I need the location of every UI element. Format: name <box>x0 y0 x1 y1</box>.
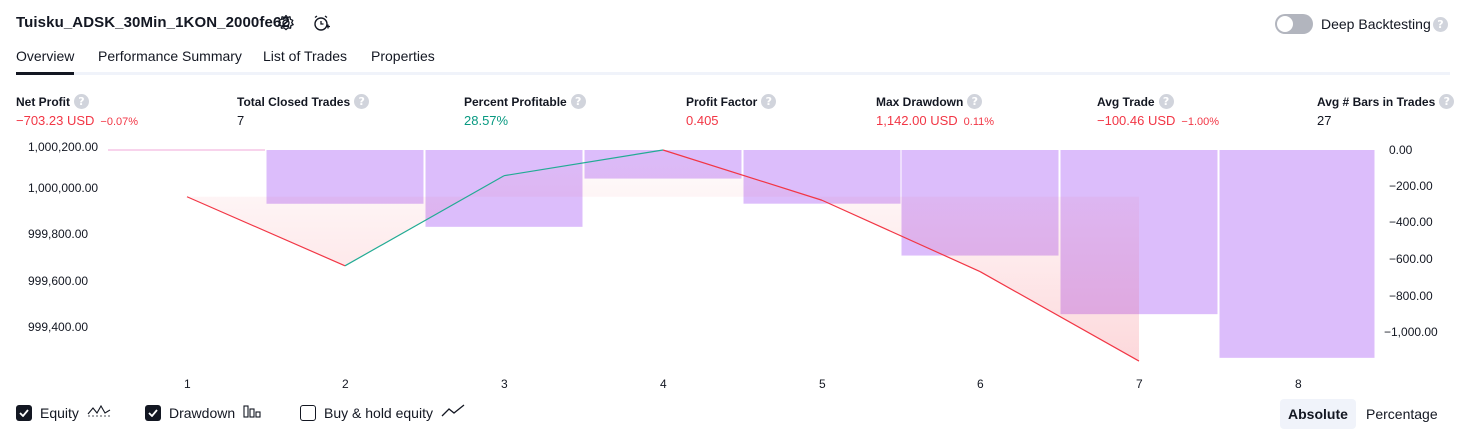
x-axis-tick: 1 <box>184 377 191 391</box>
metric-value-text: 0.405 <box>686 113 719 128</box>
gear-icon[interactable] <box>276 13 296 33</box>
metric-percent: −0.07% <box>100 116 139 128</box>
legend-drawdown-label: Drawdown <box>169 404 236 421</box>
x-axis-tick: 7 <box>1136 377 1143 391</box>
help-icon[interactable]: ? <box>1433 17 1448 32</box>
tab-overview[interactable]: Overview <box>16 48 75 75</box>
toggle-knob <box>1277 16 1293 32</box>
left-axis-tick: 999,800.00 <box>28 227 89 241</box>
metric-label: Total Closed Trades? <box>237 94 370 109</box>
help-icon[interactable]: ? <box>74 94 89 109</box>
left-axis-tick: 999,400.00 <box>28 320 89 334</box>
legend-buy-hold-label: Buy & hold equity <box>324 404 433 421</box>
metric-label: Profit Factor? <box>686 94 777 109</box>
tab-performance-summary[interactable]: Performance Summary <box>98 48 242 64</box>
equity-line <box>108 149 1140 362</box>
buy-hold-line-icon <box>441 404 465 421</box>
help-icon[interactable]: ? <box>761 94 777 109</box>
right-axis-tick: −200.00 <box>1389 179 1433 193</box>
metric-percent: 0.11% <box>963 116 995 128</box>
equity-checkbox[interactable] <box>16 404 32 421</box>
metric-label-text: Total Closed Trades <box>237 94 351 109</box>
legend-equity-label: Equity <box>40 404 79 421</box>
right-axis-tick: −400.00 <box>1389 215 1433 229</box>
right-axis-tick: 0.00 <box>1389 143 1413 157</box>
drawdown-bar <box>266 150 424 204</box>
metric-percent: −1.00% <box>1181 116 1220 128</box>
strategy-title: Tuisku_ADSK_30Min_1KON_2000fe62 <box>16 14 290 31</box>
right-axis-tick: −600.00 <box>1389 252 1433 266</box>
deep-backtesting-toggle[interactable] <box>1275 14 1313 34</box>
metric-label-text: Percent Profitable <box>464 94 567 109</box>
x-axis-tick: 3 <box>501 377 508 391</box>
legend-buy-hold[interactable]: Buy & hold equity <box>300 404 465 421</box>
help-icon[interactable]: ? <box>1158 94 1174 109</box>
tab-properties[interactable]: Properties <box>371 48 435 64</box>
equity-segment <box>979 271 1140 362</box>
equity-segment <box>821 199 981 273</box>
metric-value: 27 <box>1317 113 1331 128</box>
drawdown-bars-icon <box>243 404 261 421</box>
equity-segment <box>186 196 346 267</box>
right-axis-tick: −1,000.00 <box>1384 325 1438 339</box>
x-axis-tick: 2 <box>342 377 349 391</box>
buy-hold-checkbox[interactable] <box>300 404 316 421</box>
metric-label-text: Net Profit <box>16 94 70 109</box>
metric-value-text: 27 <box>1317 113 1332 128</box>
metric-label-text: Profit Factor <box>686 94 758 109</box>
metric-value: 28.57% <box>464 113 508 128</box>
equity-area <box>187 150 1139 362</box>
right-axis-tick: −800.00 <box>1389 289 1433 303</box>
alarm-clock-plus-icon[interactable] <box>311 13 331 33</box>
equity-segment <box>344 175 505 267</box>
metric-value: −100.46 USD −1.00% <box>1097 113 1219 128</box>
metric-value-text: 7 <box>237 113 245 128</box>
left-axis-tick: 1,000,200.00 <box>28 140 99 154</box>
metric-value-text: −100.46 USD <box>1097 113 1176 128</box>
tab-bar: Overview Performance Summary List of Tra… <box>0 48 1466 76</box>
metric-label: Avg Trade? <box>1097 94 1174 109</box>
equity-segment <box>662 149 823 201</box>
metric-value: 7 <box>237 113 244 128</box>
metric-value: 0.405 <box>686 113 719 128</box>
percentage-button[interactable]: Percentage <box>1366 406 1438 422</box>
tab-list-of-trades[interactable]: List of Trades <box>263 48 348 64</box>
metric-value-text: −703.23 USD <box>16 113 95 128</box>
absolute-button[interactable]: Absolute <box>1280 399 1356 429</box>
metric-value-text: 1,142.00 USD <box>876 113 958 128</box>
metric-label: Avg # Bars in Trades? <box>1317 94 1455 109</box>
metric-label: Max Drawdown? <box>876 94 983 109</box>
help-icon[interactable]: ? <box>570 94 586 109</box>
metric-label: Net Profit? <box>16 94 89 109</box>
legend-drawdown[interactable]: Drawdown <box>145 404 261 421</box>
equity-line-icon <box>87 404 111 421</box>
metric-label-text: Avg # Bars in Trades <box>1317 94 1436 109</box>
x-axis-tick: 6 <box>977 377 984 391</box>
drawdown-bar <box>1219 150 1375 358</box>
x-axis-tick: 4 <box>660 377 667 391</box>
help-icon[interactable]: ? <box>354 94 370 109</box>
left-axis-tick: 1,000,000.00 <box>28 181 99 195</box>
metric-label: Percent Profitable? <box>464 94 586 109</box>
x-axis-tick: 5 <box>819 377 826 391</box>
metric-value: −703.23 USD −0.07% <box>16 113 138 128</box>
metric-value: 1,142.00 USD 0.11% <box>876 113 994 128</box>
metric-label-text: Max Drawdown <box>876 94 964 109</box>
x-axis-tick: 8 <box>1295 377 1302 391</box>
help-icon[interactable]: ? <box>967 94 983 109</box>
equity-segment <box>503 149 664 177</box>
legend-equity[interactable]: Equity <box>16 404 111 421</box>
help-icon[interactable]: ? <box>1439 94 1455 109</box>
equity-fill <box>187 150 1139 362</box>
left-axis-tick: 999,600.00 <box>28 274 89 288</box>
tabs-divider <box>16 72 1450 75</box>
equity-drawdown-chart <box>108 149 1375 362</box>
deep-backtesting-label: Deep Backtesting <box>1321 16 1431 32</box>
metric-value-text: 28.57% <box>464 113 509 128</box>
metric-label-text: Avg Trade <box>1097 94 1155 109</box>
drawdown-checkbox[interactable] <box>145 404 161 421</box>
